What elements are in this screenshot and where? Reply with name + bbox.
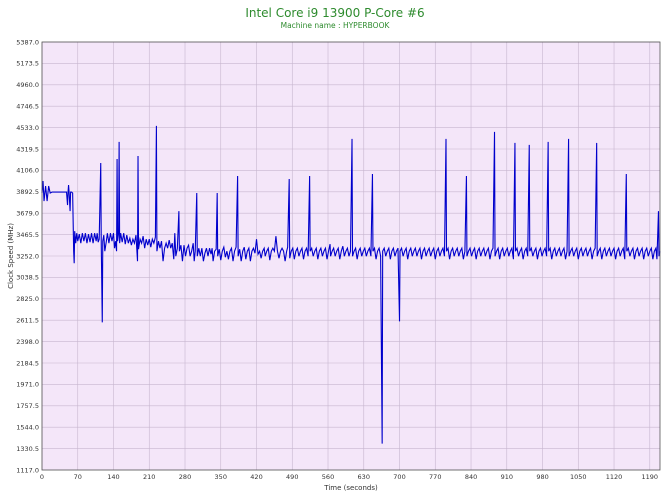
y-tick-label: 4960.0 (16, 81, 39, 89)
x-tick-label: 840 (465, 473, 477, 481)
x-axis-label: Time (seconds) (323, 484, 378, 492)
x-tick-label: 630 (358, 473, 370, 481)
x-tick-label: 70 (74, 473, 82, 481)
y-tick-label: 1544.0 (16, 424, 39, 432)
x-tick-label: 490 (286, 473, 298, 481)
x-tick-label: 420 (250, 473, 262, 481)
x-tick-label: 350 (215, 473, 227, 481)
y-tick-label: 4533.0 (16, 124, 39, 132)
grid (41, 41, 660, 471)
x-tick-label: 140 (107, 473, 119, 481)
chart-subtitle: Machine name : HYPERBOOK (281, 21, 391, 30)
y-tick-label: 3892.5 (16, 188, 39, 196)
x-tick-label: 980 (536, 473, 548, 481)
y-tick-label: 2825.0 (16, 295, 39, 303)
x-tick-label: 210 (143, 473, 155, 481)
y-tick-label: 4106.0 (16, 167, 39, 175)
y-axis-ticks: 1117.0 1330.5 1544.0 1757.5 1971.0 2184.5 2398… (16, 38, 39, 474)
x-tick-label: 560 (322, 473, 334, 481)
x-axis-ticks: 0 70 140 210 280 350 420 490 560 630 700 770 840 910 9… (40, 473, 658, 481)
x-tick-label: 770 (429, 473, 441, 481)
x-tick-label: 280 (179, 473, 191, 481)
y-tick-label: 5387.0 (16, 38, 39, 46)
y-tick-label: 3038.5 (16, 274, 39, 282)
y-tick-label: 2184.5 (16, 359, 39, 367)
y-tick-label: 1757.5 (16, 402, 39, 410)
x-tick-label: 0 (40, 473, 44, 481)
y-tick-label: 2398.0 (16, 338, 39, 346)
y-tick-label: 1117.0 (16, 466, 39, 474)
y-tick-label: 4319.5 (16, 145, 39, 153)
x-tick-label: 910 (501, 473, 513, 481)
x-tick-label: 1120 (606, 473, 623, 481)
x-tick-label: 1050 (570, 473, 587, 481)
y-tick-label: 3252.0 (16, 252, 39, 260)
series-line-clock-speed (41, 125, 661, 444)
y-axis-label: Clock Speed (MHz) (7, 223, 15, 289)
y-tick-label: 2611.5 (16, 317, 39, 325)
y-tick-label: 1330.5 (16, 445, 39, 453)
x-tick-label: 700 (393, 473, 405, 481)
plot-frame (41, 41, 661, 471)
x-tick-label: 1190 (642, 473, 659, 481)
y-tick-label: 3465.5 (16, 231, 39, 239)
y-tick-label: 5173.5 (16, 60, 39, 68)
y-tick-label: 4746.5 (16, 103, 39, 111)
y-tick-label: 3679.0 (16, 210, 39, 218)
y-tick-label: 1971.0 (16, 381, 39, 389)
chart-title: Intel Core i9 13900 P-Core #6 (245, 6, 424, 20)
